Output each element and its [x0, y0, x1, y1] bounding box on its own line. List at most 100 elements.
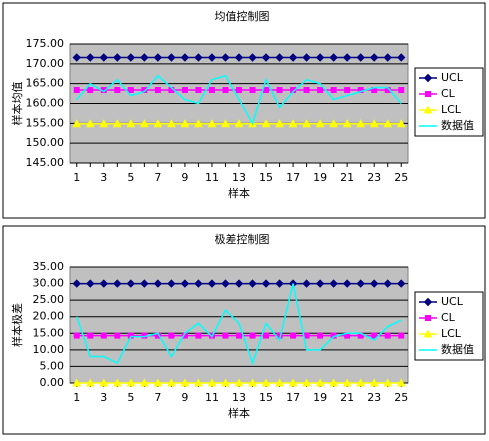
point	[207, 378, 217, 387]
point	[85, 119, 95, 128]
point	[153, 279, 163, 288]
point	[85, 378, 95, 387]
y-tick-label: 10.00	[33, 343, 65, 356]
point	[396, 119, 406, 128]
x-tick-label: 9	[181, 171, 188, 184]
x-tick-label: 25	[394, 391, 408, 404]
point	[398, 87, 405, 94]
y-tick-label: 165.00	[26, 77, 65, 90]
x-tick-label: 17	[286, 171, 300, 184]
point	[369, 279, 379, 288]
point	[126, 53, 136, 62]
y-tick-label: 30.00	[33, 277, 65, 290]
point	[167, 279, 176, 288]
point	[344, 87, 351, 94]
point	[263, 332, 270, 339]
x-tick-label: 21	[340, 391, 354, 404]
point	[127, 87, 134, 94]
point	[180, 279, 190, 288]
point	[303, 87, 310, 94]
x-tick-label: 7	[154, 171, 161, 184]
point	[236, 87, 242, 94]
point	[180, 378, 190, 387]
point	[194, 279, 203, 288]
point	[222, 87, 229, 94]
point	[288, 119, 298, 128]
y-tick-label: 170.00	[26, 57, 65, 70]
x-tick-label: 11	[205, 171, 219, 184]
point	[303, 332, 310, 339]
y-tick-label: 0.00	[40, 376, 65, 389]
point	[208, 87, 215, 94]
legend-label: LCL	[441, 327, 462, 340]
point	[261, 378, 271, 387]
point	[221, 53, 230, 62]
x-tick-label: 23	[367, 171, 381, 184]
point	[168, 332, 175, 339]
point	[72, 53, 81, 62]
point	[113, 279, 122, 288]
point	[126, 279, 136, 288]
point	[290, 332, 297, 339]
point	[302, 378, 311, 387]
point	[195, 332, 202, 339]
x-tick-label: 25	[394, 171, 408, 184]
legend-label: LCL	[441, 103, 462, 116]
point	[302, 53, 311, 62]
x-tick-label: 13	[232, 171, 246, 184]
legend-marker	[423, 105, 433, 114]
y-tick-label: 160.00	[26, 97, 65, 110]
point	[356, 279, 365, 288]
point	[383, 53, 392, 62]
point	[342, 378, 352, 387]
point	[114, 332, 121, 339]
point	[126, 119, 136, 128]
legend-label: UCL	[441, 71, 464, 84]
point	[356, 119, 366, 128]
point	[153, 53, 163, 62]
point	[329, 378, 338, 387]
point	[87, 87, 94, 94]
x-tick-label: 5	[127, 391, 134, 404]
point	[261, 53, 271, 62]
y-tick-label: 155.00	[26, 116, 65, 129]
y-axis-label: 样本极差	[10, 303, 24, 347]
point	[342, 279, 352, 288]
y-tick-label: 5.00	[40, 359, 65, 372]
point	[383, 378, 393, 387]
point	[113, 53, 122, 62]
x-tick-label: 21	[340, 171, 354, 184]
y-tick-label: 175.00	[26, 37, 65, 50]
point	[234, 378, 244, 387]
point	[234, 53, 244, 62]
point	[72, 279, 81, 288]
point	[369, 378, 379, 387]
point	[99, 119, 109, 128]
point	[87, 332, 94, 339]
legend-marker	[423, 297, 433, 307]
x-tick-label: 3	[100, 171, 107, 184]
point	[384, 332, 391, 339]
x-tick-label: 19	[313, 171, 327, 184]
series-line	[76, 74, 402, 126]
legend-marker	[425, 315, 431, 321]
y-tick-label: 35.00	[33, 260, 65, 273]
x-tick-label: 19	[313, 391, 327, 404]
point	[167, 119, 176, 128]
legend-marker	[425, 91, 431, 97]
point	[140, 119, 149, 128]
y-tick-label: 15.00	[33, 326, 65, 339]
legend-label: CL	[441, 311, 456, 324]
point	[329, 119, 338, 128]
point	[275, 279, 284, 288]
point	[397, 53, 406, 62]
point	[154, 87, 161, 94]
point	[369, 53, 379, 62]
legend-label: UCL	[441, 295, 464, 308]
x-tick-label: 1	[73, 391, 80, 404]
point	[194, 378, 203, 387]
point	[153, 378, 163, 387]
point	[167, 378, 176, 387]
point	[86, 279, 95, 288]
